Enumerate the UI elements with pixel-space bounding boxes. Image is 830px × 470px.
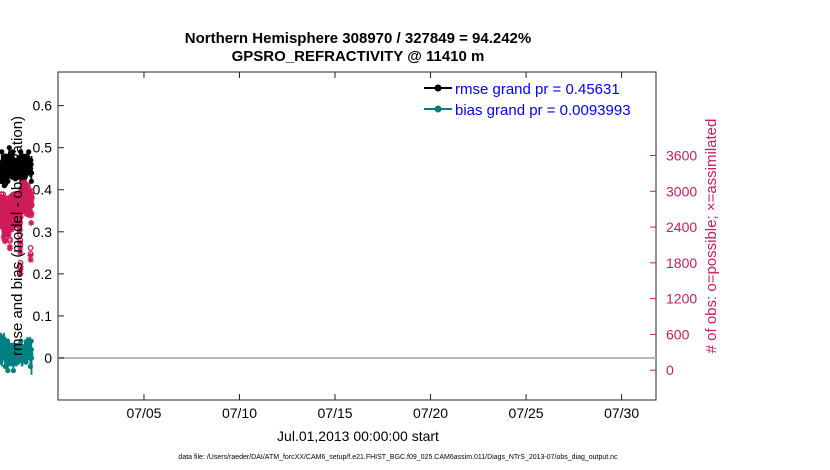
- rmse-point: [3, 166, 9, 172]
- legend-bias-marker: [434, 105, 442, 113]
- bias-point: [5, 367, 11, 374]
- y-axis-label-left: rmse and bias (model - observation): [9, 116, 26, 356]
- y-tick-label-right: 600: [666, 326, 690, 342]
- rmse-point: [5, 178, 11, 184]
- y-tick-label-left: 0.5: [33, 140, 53, 156]
- obs-assimilated-marker: [2, 238, 9, 245]
- y-tick-label-right: 2400: [666, 219, 697, 235]
- rmse-point: [6, 145, 12, 151]
- rmse-point: [4, 174, 10, 180]
- bias-point: [13, 355, 19, 361]
- obs-assimilated-marker: [28, 219, 35, 226]
- y-tick-label-left: 0.6: [33, 98, 53, 114]
- obs-assimilated-marker: [17, 249, 24, 256]
- x-tick-label: 07/30: [604, 405, 639, 421]
- plot-area: [57, 71, 657, 401]
- bias-point: [29, 355, 35, 361]
- y-tick-label-left: 0.1: [33, 308, 53, 324]
- y-tick-label-right: 0: [666, 362, 674, 378]
- bias-point: [27, 363, 34, 369]
- bias-point: [18, 338, 24, 344]
- y-tick-label-left: 0.2: [33, 266, 53, 282]
- rmse-point: [29, 170, 35, 176]
- bias-point: [4, 338, 11, 344]
- bias-point: [9, 355, 16, 361]
- y-tick-label-right: 3000: [666, 183, 697, 199]
- legend-bias-label: bias grand pr = 0.0093993: [455, 102, 631, 119]
- obs-assimilated-marker: [16, 221, 23, 228]
- bias-point: [2, 342, 8, 348]
- rmse-point: [0, 149, 5, 155]
- obs-assimilated-marker: [28, 201, 35, 208]
- obs-assimilated-marker: [17, 213, 24, 220]
- obs-assimilated-marker: [27, 252, 34, 259]
- obs-assimilated-marker: [27, 256, 34, 263]
- obs-assimilated-marker: [16, 227, 23, 234]
- rmse-point: [5, 157, 11, 163]
- x-tick-label: 07/25: [509, 405, 544, 421]
- rmse-point: [0, 178, 6, 184]
- obs-assimilated-marker: [21, 182, 28, 189]
- rmse-point: [28, 166, 34, 172]
- obs-assimilated-marker: [28, 210, 35, 217]
- bias-point: [0, 355, 6, 361]
- bias-point: [28, 351, 34, 357]
- legend-rmse-marker: [434, 84, 442, 92]
- rmse-point: [10, 149, 16, 155]
- bias-point: [0, 334, 5, 340]
- rmse-point: [22, 174, 28, 180]
- obs-assimilated-marker: [17, 239, 24, 246]
- obs-assimilated-marker: [17, 270, 24, 277]
- bias-point: [27, 342, 33, 348]
- obs-assimilated-marker: [6, 245, 13, 252]
- rmse-point: [23, 153, 29, 159]
- y-tick-label-left: 0.3: [33, 224, 53, 240]
- y-tick-label-left: 0.4: [33, 182, 53, 198]
- x-tick-label: 07/05: [126, 405, 161, 421]
- y-tick-label-left: 0: [44, 350, 52, 366]
- x-tick-label: 07/10: [222, 405, 257, 421]
- rmse-point: [18, 149, 24, 155]
- obs-possible-marker: [27, 244, 34, 251]
- chart-title-line1: Northern Hemisphere 308970 / 327849 = 94…: [185, 30, 531, 47]
- rmse-point: [28, 161, 34, 168]
- footnote: data file: /Users/raeder/DAI/ATM_forcXX/…: [178, 454, 618, 461]
- bias-point: [18, 342, 24, 348]
- bias-point: [28, 338, 34, 344]
- obs-possible-marker: [28, 188, 35, 195]
- rmse-point: [28, 178, 34, 184]
- y-tick-label-right: 1800: [666, 255, 697, 271]
- x-tick-label: 07/15: [318, 405, 353, 421]
- y-axis-label-right: # of obs: o=possible; ×=assimilated: [703, 119, 720, 354]
- bias-point: [23, 359, 29, 365]
- bias-point: [22, 342, 29, 348]
- bias-point: [3, 363, 9, 369]
- bias-point: [15, 359, 21, 365]
- y-tick-label-right: 3600: [666, 147, 697, 163]
- rmse-point: [2, 182, 8, 189]
- obs-assimilated-marker: [28, 196, 35, 203]
- x-axis-label: Jul.01,2013 00:00:00 start: [277, 428, 439, 444]
- bias-point: [0, 359, 4, 365]
- bias-point: [10, 367, 17, 374]
- chart-title-line2: GPSRO_REFRACTIVITY @ 11410 m: [232, 48, 485, 65]
- bias-point: [11, 342, 17, 348]
- rmse-point: [28, 157, 34, 163]
- legend: rmse grand pr = 0.45631 bias grand pr = …: [424, 81, 631, 119]
- bias-point: [28, 346, 34, 353]
- legend-rmse-label: rmse grand pr = 0.45631: [455, 81, 620, 98]
- rmse-point: [26, 149, 32, 155]
- x-tick-label: 07/20: [413, 405, 448, 421]
- bias-point: [8, 359, 15, 365]
- y-tick-label-right: 1200: [666, 291, 697, 307]
- rmse-point: [9, 153, 15, 159]
